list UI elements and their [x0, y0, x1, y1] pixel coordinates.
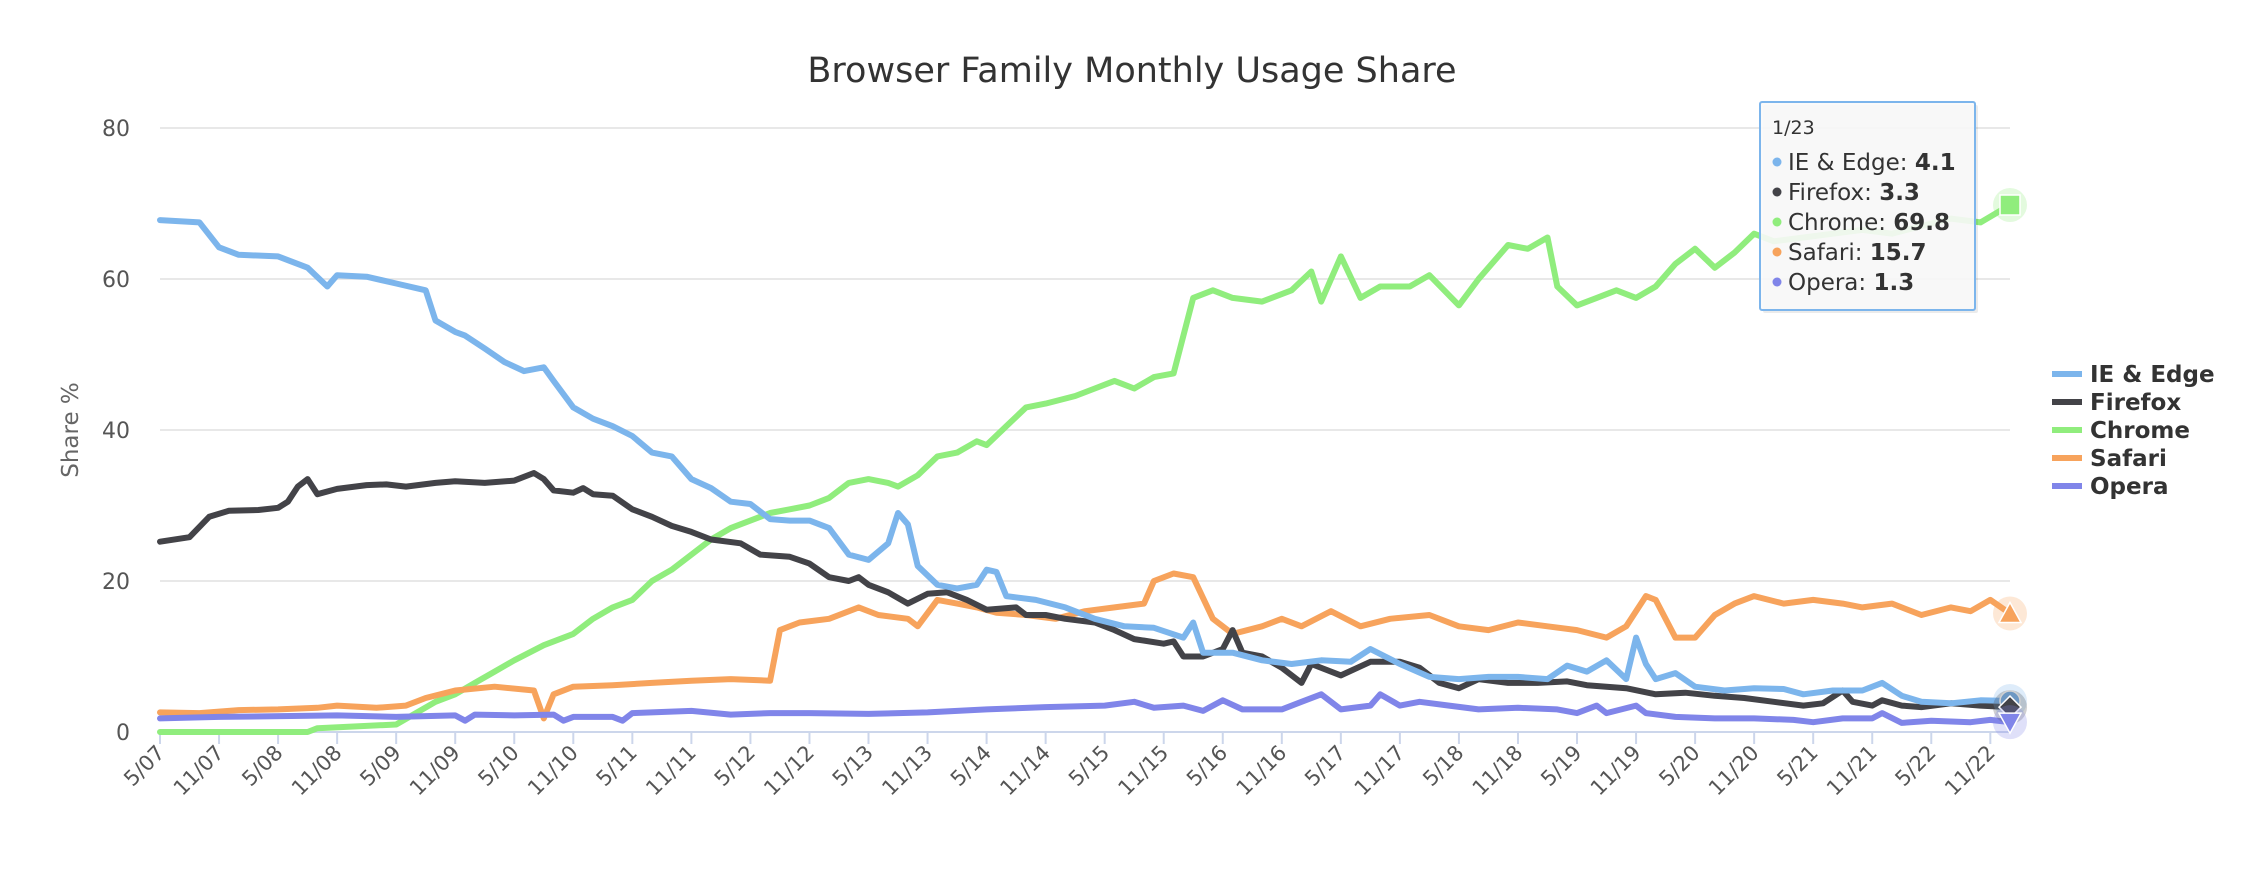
x-tick-label: 5/11: [592, 741, 642, 791]
grid-lines: [160, 127, 2010, 733]
x-tick-label: 5/18: [1418, 741, 1468, 791]
y-axis-ticks: 0 20 40 60 80: [102, 117, 130, 746]
x-tick-label: 11/21: [1822, 741, 1882, 801]
x-tick-label: 5/10: [473, 741, 523, 791]
x-tick-label: 5/15: [1064, 741, 1114, 791]
x-tick-label: 11/10: [523, 741, 583, 801]
tooltip-row: Opera: 1.3: [1788, 270, 1914, 296]
x-tick-label: 11/22: [1940, 741, 2000, 801]
x-tick-label: 5/16: [1182, 741, 1232, 791]
x-axis: 5/07 11/07 5/08 11/08 5/09 11/09 5/10 11/10 5/11…: [119, 731, 2010, 801]
x-tick-label: 11/15: [1113, 741, 1173, 801]
x-tick-label: 5/22: [1890, 741, 1940, 791]
x-tick-label: 11/17: [1350, 741, 1410, 801]
x-tick-label: 11/07: [169, 741, 229, 801]
x-tick-label: 11/18: [1468, 741, 1528, 801]
x-tick-label: 11/12: [759, 741, 819, 801]
x-tick-label: 11/08: [287, 741, 347, 801]
tooltip-dot: [1772, 247, 1782, 257]
x-tick-label: 5/08: [237, 741, 287, 791]
tooltip-dot: [1772, 187, 1782, 197]
x-tick-label: 5/13: [828, 741, 878, 791]
legend-item-chrome: Chrome: [2090, 418, 2190, 444]
x-tick-label: 5/14: [946, 741, 996, 791]
x-tick-label: 11/13: [877, 741, 937, 801]
tooltip-box: [1759, 101, 1976, 311]
x-tick-label: 11/14: [995, 741, 1055, 801]
y-tick-label: 60: [102, 268, 130, 293]
tooltip-dot: [1772, 277, 1782, 287]
legend-item-firefox: Firefox: [2090, 390, 2181, 416]
x-tick-label: 11/09: [405, 741, 465, 801]
legend-item-opera: Opera: [2090, 474, 2168, 500]
y-axis-label: Share %: [58, 382, 84, 478]
tooltip-row: Chrome: 69.8: [1788, 210, 1950, 236]
y-tick-label: 0: [116, 721, 130, 746]
tooltip-row: Firefox: 3.3: [1788, 180, 1920, 206]
x-tick-label: 11/20: [1704, 741, 1764, 801]
series-line-opera: [157, 691, 2013, 726]
tooltip-dot: [1772, 157, 1782, 167]
series-line-ie-edge: [157, 217, 2013, 707]
x-tick-label: 5/12: [710, 741, 760, 791]
y-tick-label: 40: [102, 419, 130, 444]
series-line-chrome: [157, 202, 2013, 735]
end-markers: [1993, 188, 2027, 740]
x-tick-label: 11/16: [1232, 741, 1292, 801]
tooltip: 1/23 IE & Edge: 4.1 Firefox: 3.3 Chrome: 69…: [1759, 101, 1978, 313]
x-tick-label: 5/19: [1536, 741, 1586, 791]
y-tick-label: 20: [102, 570, 130, 595]
x-tick-label: 11/19: [1586, 741, 1646, 801]
x-tick-label: 5/20: [1654, 741, 1704, 791]
series-lines: [157, 202, 2013, 735]
end-marker-chrome: [1999, 194, 2021, 216]
tooltip-header: 1/23: [1772, 117, 1815, 139]
y-tick-label: 80: [102, 117, 130, 142]
x-tick-label: 5/09: [355, 741, 405, 791]
chart-title: Browser Family Monthly Usage Share: [807, 51, 1456, 91]
tooltip-row: Safari: 15.7: [1788, 240, 1927, 266]
legend-item-ie-edge: IE & Edge: [2090, 362, 2215, 388]
legend-item-safari: Safari: [2090, 446, 2167, 472]
tooltip-row: IE & Edge: 4.1: [1788, 150, 1956, 176]
x-tick-label: 5/21: [1772, 741, 1822, 791]
end-marker-safari: [1997, 600, 2023, 624]
end-marker-opera: [1997, 712, 2023, 735]
x-tick-label: 5/17: [1300, 741, 1350, 791]
series-line-firefox: [157, 470, 2013, 711]
x-tick-label: 5/07: [119, 741, 169, 791]
tooltip-dot: [1772, 217, 1782, 227]
x-tick-label: 11/11: [641, 741, 701, 801]
